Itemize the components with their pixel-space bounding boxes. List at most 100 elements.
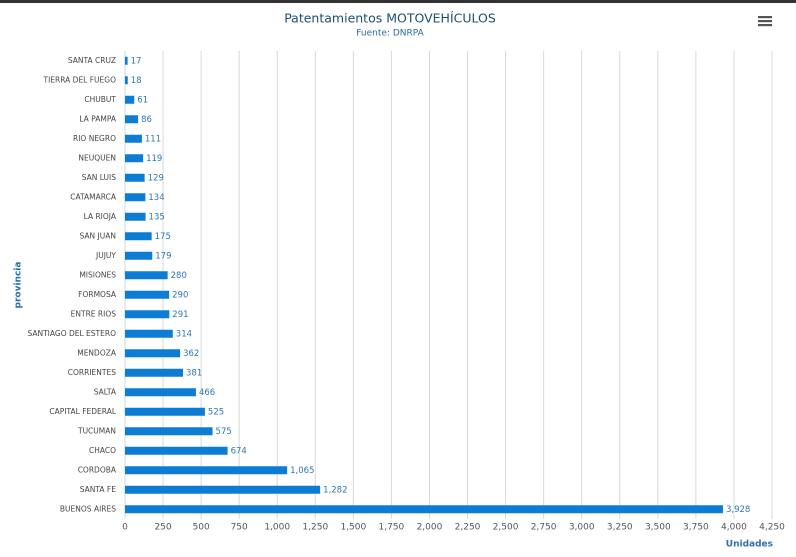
y-tick-label: SANTA FE xyxy=(80,485,116,494)
x-tick-label: 2,000 xyxy=(417,523,443,533)
data-label: 466 xyxy=(199,388,215,398)
data-label: 119 xyxy=(146,154,162,164)
menu-bar xyxy=(758,16,772,18)
menu-bar xyxy=(758,24,772,26)
data-label: 280 xyxy=(171,271,187,281)
data-label: 17 xyxy=(131,56,142,66)
bar xyxy=(125,349,180,357)
y-tick-label: FORMOSA xyxy=(78,290,117,299)
data-label: 61 xyxy=(137,95,148,105)
chart-subtitle: Fuente: DNRPA xyxy=(356,29,424,39)
data-label: 179 xyxy=(155,251,171,261)
y-tick-label: LA RIOJA xyxy=(84,212,117,221)
bar xyxy=(125,271,168,279)
x-tick-label: 250 xyxy=(154,523,171,533)
bar xyxy=(125,486,320,494)
data-label: 1,065 xyxy=(290,466,314,476)
data-label: 129 xyxy=(148,173,164,183)
bar xyxy=(125,408,205,416)
bar xyxy=(125,505,723,513)
x-tick-label: 1,500 xyxy=(340,523,366,533)
x-tick-label: 1,250 xyxy=(302,523,328,533)
y-tick-label: BUENOS AIRES xyxy=(60,504,116,513)
x-tick-label: 750 xyxy=(231,523,248,533)
x-tick-label: 4,000 xyxy=(721,523,747,533)
data-label: 18 xyxy=(131,76,142,86)
x-tick-label: 4,250 xyxy=(759,523,785,533)
data-label: 134 xyxy=(148,193,164,203)
x-tick-label: 2,500 xyxy=(493,523,519,533)
bar xyxy=(125,96,134,104)
chart-title: Patentamientos MOTOVEHÍCULOS xyxy=(284,11,496,26)
y-tick-label: SANTA CRUZ xyxy=(68,56,116,65)
bar xyxy=(125,213,146,221)
y-tick-label: NEUQUEN xyxy=(78,153,116,162)
data-label: 175 xyxy=(155,232,171,242)
x-tick-label: 1,000 xyxy=(264,523,290,533)
bar xyxy=(125,388,196,396)
bar xyxy=(125,193,145,201)
x-tick-label: 3,000 xyxy=(569,523,595,533)
y-tick-label: MISIONES xyxy=(79,270,116,279)
data-label: 135 xyxy=(149,212,165,222)
bar xyxy=(125,427,213,435)
bar xyxy=(125,174,145,182)
data-label: 290 xyxy=(172,290,188,300)
bar xyxy=(125,135,142,143)
bar xyxy=(125,232,152,240)
x-tick-label: 500 xyxy=(193,523,210,533)
y-tick-label: SALTA xyxy=(94,387,117,396)
y-tick-label: TUCUMAN xyxy=(77,426,116,435)
data-label: 674 xyxy=(231,446,247,456)
data-label: 3,928 xyxy=(726,505,750,515)
bar xyxy=(125,252,152,260)
x-axis-title: Unidades xyxy=(726,540,773,550)
bar xyxy=(125,310,169,318)
x-tick-label: 2,250 xyxy=(455,523,481,533)
y-tick-label: SAN LUIS xyxy=(82,173,117,182)
data-label: 1,282 xyxy=(323,485,347,495)
y-tick-label: CORRIENTES xyxy=(68,368,116,377)
bar xyxy=(125,330,173,338)
x-tick-label: 1,750 xyxy=(379,523,405,533)
y-tick-label: RIO NEGRO xyxy=(73,134,116,143)
y-tick-label: CHACO xyxy=(89,446,116,455)
data-label: 381 xyxy=(186,368,202,378)
y-tick-label: CORDOBA xyxy=(78,465,117,474)
y-tick-label: CATAMARCA xyxy=(70,192,117,201)
bar xyxy=(125,115,138,123)
x-tick-label: 0 xyxy=(122,523,128,533)
data-label: 362 xyxy=(183,349,199,359)
x-tick-label: 2,750 xyxy=(531,523,557,533)
bar xyxy=(125,154,143,162)
bar xyxy=(125,57,128,65)
y-tick-label: MENDOZA xyxy=(77,348,117,357)
bar xyxy=(125,447,228,455)
data-label: 86 xyxy=(141,115,152,125)
data-label: 575 xyxy=(216,427,232,437)
bar xyxy=(125,466,287,474)
y-tick-label: TIERRA DEL FUEGO xyxy=(43,75,117,84)
y-tick-label: CHUBUT xyxy=(84,95,116,104)
data-label: 111 xyxy=(145,134,161,144)
y-axis-title: provincia xyxy=(14,262,24,309)
data-label: 314 xyxy=(176,329,192,339)
bar xyxy=(125,369,183,377)
bar xyxy=(125,76,128,84)
y-tick-label: SANTIAGO DEL ESTERO xyxy=(27,329,116,338)
y-tick-label: ENTRE RIOS xyxy=(71,309,117,318)
menu-button[interactable] xyxy=(758,16,772,26)
data-label: 291 xyxy=(172,310,188,320)
bar xyxy=(125,291,169,299)
x-tick-label: 3,750 xyxy=(683,523,709,533)
y-tick-label: JUJUY xyxy=(95,251,116,260)
top-border xyxy=(0,0,796,3)
x-tick-label: 3,250 xyxy=(607,523,633,533)
y-tick-label: CAPITAL FEDERAL xyxy=(49,407,116,416)
menu-bar xyxy=(758,20,772,22)
y-tick-label: LA PAMPA xyxy=(79,114,117,123)
y-tick-label: SAN JUAN xyxy=(80,231,116,240)
x-tick-label: 3,500 xyxy=(645,523,671,533)
